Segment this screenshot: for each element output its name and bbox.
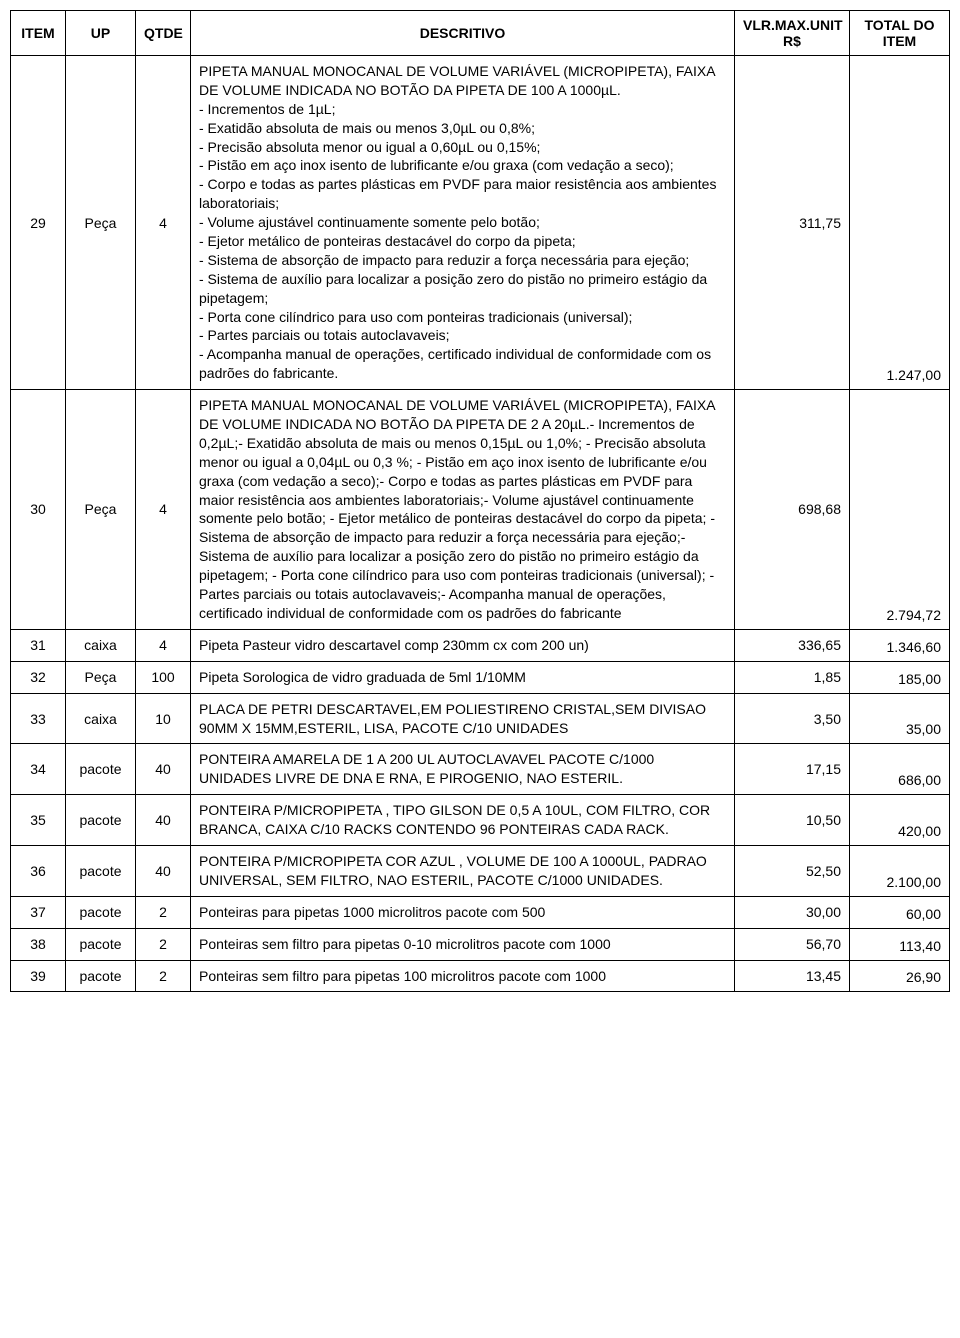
cell-qtde: 10 <box>136 693 191 744</box>
table-row: 30Peça4PIPETA MANUAL MONOCANAL DE VOLUME… <box>11 390 950 630</box>
cell-descritivo: PIPETA MANUAL MONOCANAL DE VOLUME VARIÁV… <box>191 390 735 630</box>
table-header-row: ITEM UP QTDE DESCRITIVO VLR.MAX.UNIT R$ … <box>11 11 950 56</box>
cell-descritivo: PONTEIRA P/MICROPIPETA COR AZUL , VOLUME… <box>191 845 735 896</box>
cell-item: 39 <box>11 960 66 992</box>
cell-up: pacote <box>66 928 136 960</box>
cell-up: pacote <box>66 744 136 795</box>
cell-qtde: 2 <box>136 928 191 960</box>
cell-descritivo: Ponteiras sem filtro para pipetas 100 mi… <box>191 960 735 992</box>
cell-qtde: 40 <box>136 845 191 896</box>
cell-item: 32 <box>11 661 66 693</box>
table-row: 34pacote40PONTEIRA AMARELA DE 1 A 200 UL… <box>11 744 950 795</box>
cell-total: 35,00 <box>850 693 950 744</box>
cell-vlr-max-unit: 311,75 <box>735 56 850 390</box>
table-row: 32Peça100Pipeta Sorologica de vidro grad… <box>11 661 950 693</box>
cell-up: pacote <box>66 960 136 992</box>
cell-vlr-max-unit: 1,85 <box>735 661 850 693</box>
cell-item: 29 <box>11 56 66 390</box>
header-qtde: QTDE <box>136 11 191 56</box>
cell-descritivo: Pipeta Pasteur vidro descartavel comp 23… <box>191 629 735 661</box>
table-row: 39pacote2Ponteiras sem filtro para pipet… <box>11 960 950 992</box>
cell-vlr-max-unit: 336,65 <box>735 629 850 661</box>
cell-qtde: 4 <box>136 56 191 390</box>
cell-up: caixa <box>66 629 136 661</box>
cell-vlr-max-unit: 10,50 <box>735 795 850 846</box>
cell-total: 26,90 <box>850 960 950 992</box>
table-row: 37pacote2Ponteiras para pipetas 1000 mic… <box>11 896 950 928</box>
cell-vlr-max-unit: 52,50 <box>735 845 850 896</box>
cell-total: 686,00 <box>850 744 950 795</box>
items-table: ITEM UP QTDE DESCRITIVO VLR.MAX.UNIT R$ … <box>10 10 950 992</box>
cell-qtde: 2 <box>136 896 191 928</box>
cell-qtde: 4 <box>136 629 191 661</box>
table-row: 33caixa10PLACA DE PETRI DESCARTAVEL,EM P… <box>11 693 950 744</box>
cell-vlr-max-unit: 30,00 <box>735 896 850 928</box>
cell-vlr-max-unit: 698,68 <box>735 390 850 630</box>
cell-item: 30 <box>11 390 66 630</box>
cell-descritivo: Ponteiras sem filtro para pipetas 0-10 m… <box>191 928 735 960</box>
cell-up: pacote <box>66 795 136 846</box>
cell-total: 2.100,00 <box>850 845 950 896</box>
cell-qtde: 40 <box>136 795 191 846</box>
cell-total: 1.346,60 <box>850 629 950 661</box>
table-row: 36pacote40PONTEIRA P/MICROPIPETA COR AZU… <box>11 845 950 896</box>
cell-descritivo: PIPETA MANUAL MONOCANAL DE VOLUME VARIÁV… <box>191 56 735 390</box>
cell-total: 60,00 <box>850 896 950 928</box>
cell-item: 38 <box>11 928 66 960</box>
cell-total: 2.794,72 <box>850 390 950 630</box>
cell-vlr-max-unit: 56,70 <box>735 928 850 960</box>
cell-item: 35 <box>11 795 66 846</box>
cell-vlr-max-unit: 3,50 <box>735 693 850 744</box>
cell-qtde: 100 <box>136 661 191 693</box>
cell-qtde: 4 <box>136 390 191 630</box>
table-row: 38pacote2Ponteiras sem filtro para pipet… <box>11 928 950 960</box>
cell-item: 33 <box>11 693 66 744</box>
table-row: 31caixa4Pipeta Pasteur vidro descartavel… <box>11 629 950 661</box>
cell-vlr-max-unit: 17,15 <box>735 744 850 795</box>
cell-descritivo: PONTEIRA P/MICROPIPETA , TIPO GILSON DE … <box>191 795 735 846</box>
cell-total: 1.247,00 <box>850 56 950 390</box>
cell-qtde: 40 <box>136 744 191 795</box>
cell-vlr-max-unit: 13,45 <box>735 960 850 992</box>
cell-up: pacote <box>66 845 136 896</box>
cell-descritivo: Ponteiras para pipetas 1000 microlitros … <box>191 896 735 928</box>
cell-descritivo: Pipeta Sorologica de vidro graduada de 5… <box>191 661 735 693</box>
cell-up: Peça <box>66 56 136 390</box>
cell-item: 34 <box>11 744 66 795</box>
cell-descritivo: PLACA DE PETRI DESCARTAVEL,EM POLIESTIRE… <box>191 693 735 744</box>
header-up: UP <box>66 11 136 56</box>
header-vlr-max-unit: VLR.MAX.UNIT R$ <box>735 11 850 56</box>
cell-item: 37 <box>11 896 66 928</box>
cell-up: Peça <box>66 390 136 630</box>
table-row: 35pacote40PONTEIRA P/MICROPIPETA , TIPO … <box>11 795 950 846</box>
header-total: TOTAL DO ITEM <box>850 11 950 56</box>
cell-up: pacote <box>66 896 136 928</box>
cell-item: 36 <box>11 845 66 896</box>
table-body: 29Peça4PIPETA MANUAL MONOCANAL DE VOLUME… <box>11 56 950 992</box>
cell-total: 420,00 <box>850 795 950 846</box>
cell-qtde: 2 <box>136 960 191 992</box>
cell-descritivo: PONTEIRA AMARELA DE 1 A 200 UL AUTOCLAVA… <box>191 744 735 795</box>
table-row: 29Peça4PIPETA MANUAL MONOCANAL DE VOLUME… <box>11 56 950 390</box>
cell-total: 113,40 <box>850 928 950 960</box>
cell-up: Peça <box>66 661 136 693</box>
cell-total: 185,00 <box>850 661 950 693</box>
cell-item: 31 <box>11 629 66 661</box>
cell-up: caixa <box>66 693 136 744</box>
header-descritivo: DESCRITIVO <box>191 11 735 56</box>
header-item: ITEM <box>11 11 66 56</box>
